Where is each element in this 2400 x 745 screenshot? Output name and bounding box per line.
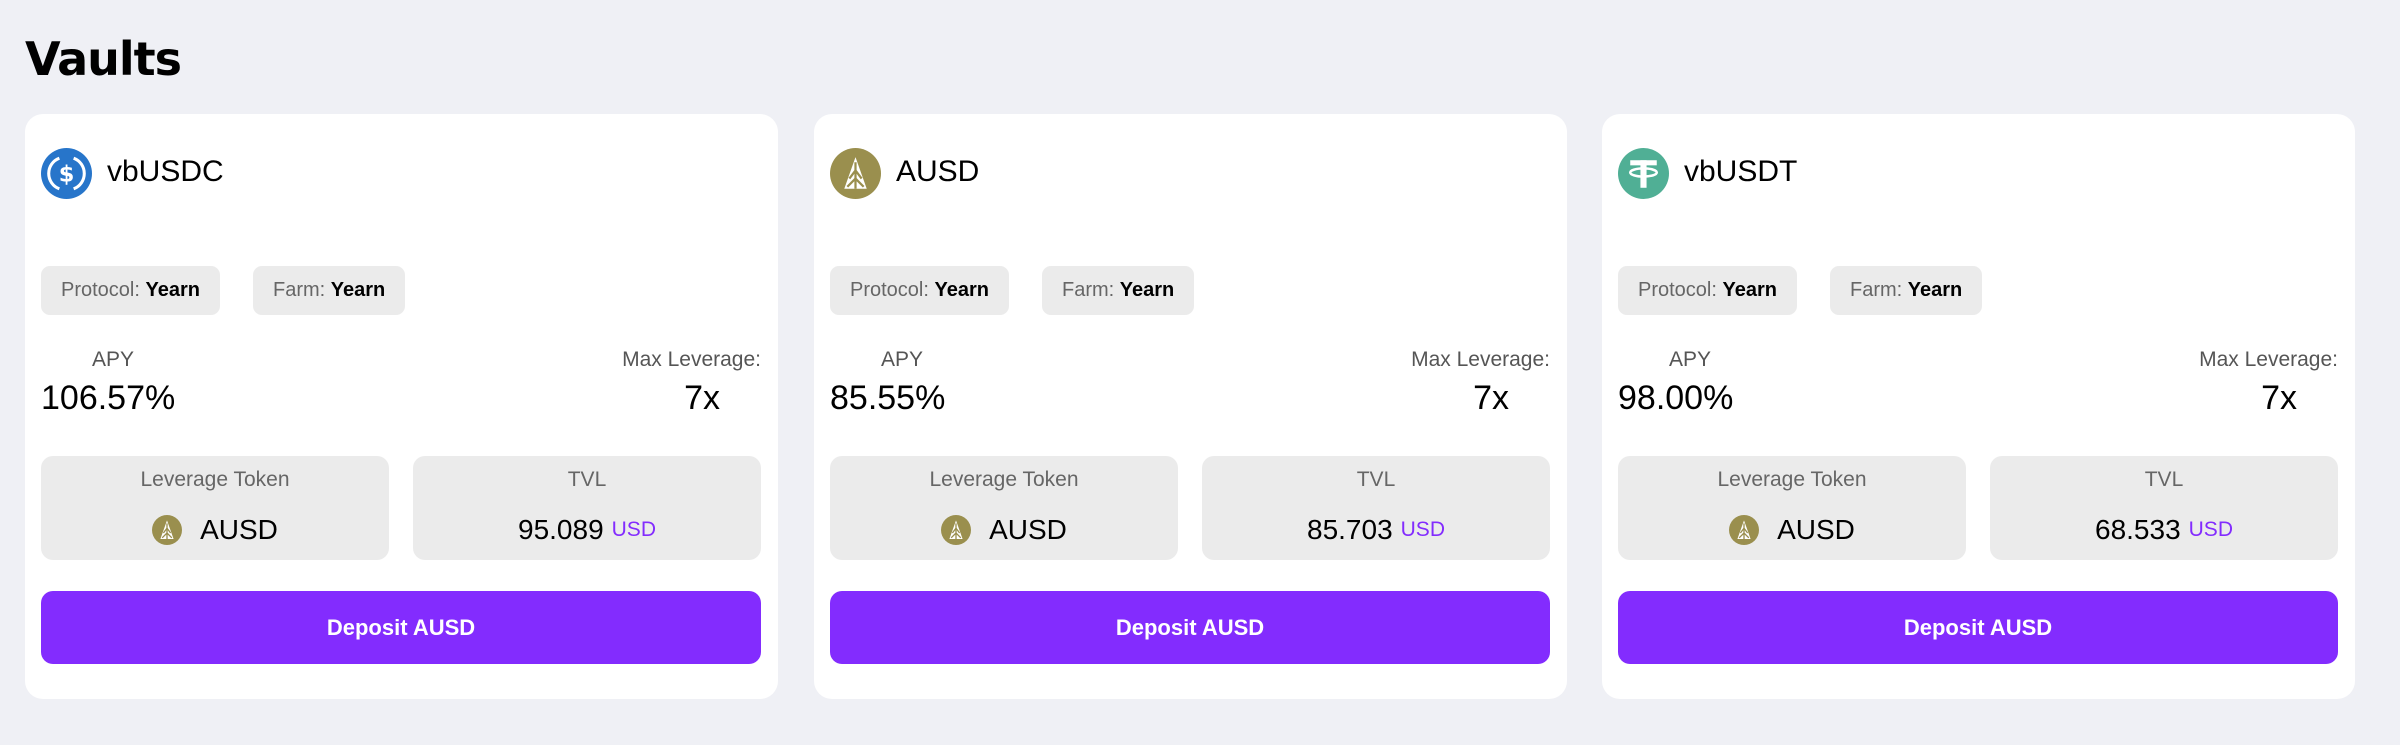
leverage-token-box: Leverage Token AUSD xyxy=(830,456,1178,560)
tvl-unit: USD xyxy=(1400,518,1445,541)
leverage-token-value: AUSD xyxy=(1777,514,1855,545)
apy-label: APY xyxy=(1669,348,1712,371)
svg-text:$: $ xyxy=(59,162,75,188)
max-leverage-value: 7x xyxy=(684,379,720,417)
tvl-value: 85.703 xyxy=(1307,514,1393,545)
tvl-box: TVL 85.703 USD xyxy=(1202,456,1550,560)
apy-label: APY xyxy=(92,348,135,371)
leverage-token-value: AUSD xyxy=(989,514,1067,545)
vault-name: AUSD xyxy=(896,155,980,188)
deposit-button[interactable]: Deposit AUSD xyxy=(1618,591,2338,664)
tvl-label: TVL xyxy=(1356,468,1396,491)
leverage-token-label: Leverage Token xyxy=(140,468,290,491)
leverage-token-value: AUSD xyxy=(200,514,278,545)
farm-label: Farm: xyxy=(1062,279,1115,301)
ausd-icon xyxy=(1729,515,1760,545)
protocol-chip: Protocol: Yearn xyxy=(41,266,220,315)
vault-name: vbUSDT xyxy=(1684,155,1798,188)
farm-value: Yearn xyxy=(1119,279,1175,301)
protocol-value: Yearn xyxy=(145,279,200,301)
vault-name: vbUSDC xyxy=(107,155,224,188)
apy-value: 85.55% xyxy=(830,379,946,417)
usdc-icon: $ xyxy=(41,148,92,199)
tvl-value: 68.533 xyxy=(2095,514,2181,545)
protocol-label: Protocol: xyxy=(61,279,140,301)
vault-card: $ vbUSDC Protocol: Yearn Farm: Yearn APY… xyxy=(25,114,778,699)
deposit-button[interactable]: Deposit AUSD xyxy=(41,591,761,664)
usdt-icon xyxy=(1618,148,1669,199)
protocol-label: Protocol: xyxy=(1638,279,1717,301)
ausd-icon xyxy=(941,515,972,545)
tvl-unit: USD xyxy=(611,518,656,541)
leverage-token-label: Leverage Token xyxy=(1717,468,1867,491)
tvl-label: TVL xyxy=(2144,468,2184,491)
page-title: Vaults xyxy=(25,32,182,86)
farm-chip: Farm: Yearn xyxy=(1830,266,1983,315)
leverage-token-box: Leverage Token AUSD xyxy=(1618,456,1966,560)
tvl-box: TVL 68.533 USD xyxy=(1990,456,2338,560)
max-leverage-value: 7x xyxy=(2261,379,2297,417)
ausd-icon xyxy=(152,515,183,545)
apy-label: APY xyxy=(881,348,924,371)
deposit-button[interactable]: Deposit AUSD xyxy=(830,591,1550,664)
vault-card: AUSD Protocol: Yearn Farm: Yearn APY 85.… xyxy=(814,114,1567,699)
leverage-token-box: Leverage Token AUSD xyxy=(41,456,389,560)
tvl-unit: USD xyxy=(2188,518,2233,541)
vault-card: vbUSDT Protocol: Yearn Farm: Yearn APY 9… xyxy=(1602,114,2355,699)
farm-label: Farm: xyxy=(273,279,326,301)
farm-chip: Farm: Yearn xyxy=(253,266,406,315)
leverage-token-label: Leverage Token xyxy=(929,468,1079,491)
apy-value: 106.57% xyxy=(41,379,176,417)
tvl-box: TVL 95.089 USD xyxy=(413,456,761,560)
tvl-label: TVL xyxy=(567,468,607,491)
farm-label: Farm: xyxy=(1850,279,1903,301)
farm-chip: Farm: Yearn xyxy=(1042,266,1195,315)
protocol-chip: Protocol: Yearn xyxy=(1618,266,1797,315)
protocol-value: Yearn xyxy=(1722,279,1777,301)
protocol-value: Yearn xyxy=(934,279,989,301)
apy-value: 98.00% xyxy=(1618,379,1734,417)
max-leverage-label: Max Leverage: xyxy=(622,348,761,371)
ausd-icon xyxy=(830,148,881,199)
max-leverage-label: Max Leverage: xyxy=(1411,348,1550,371)
farm-value: Yearn xyxy=(330,279,386,301)
tvl-value: 95.089 xyxy=(518,514,604,545)
max-leverage-value: 7x xyxy=(1473,379,1509,417)
protocol-label: Protocol: xyxy=(850,279,929,301)
protocol-chip: Protocol: Yearn xyxy=(830,266,1009,315)
max-leverage-label: Max Leverage: xyxy=(2199,348,2338,371)
farm-value: Yearn xyxy=(1907,279,1963,301)
